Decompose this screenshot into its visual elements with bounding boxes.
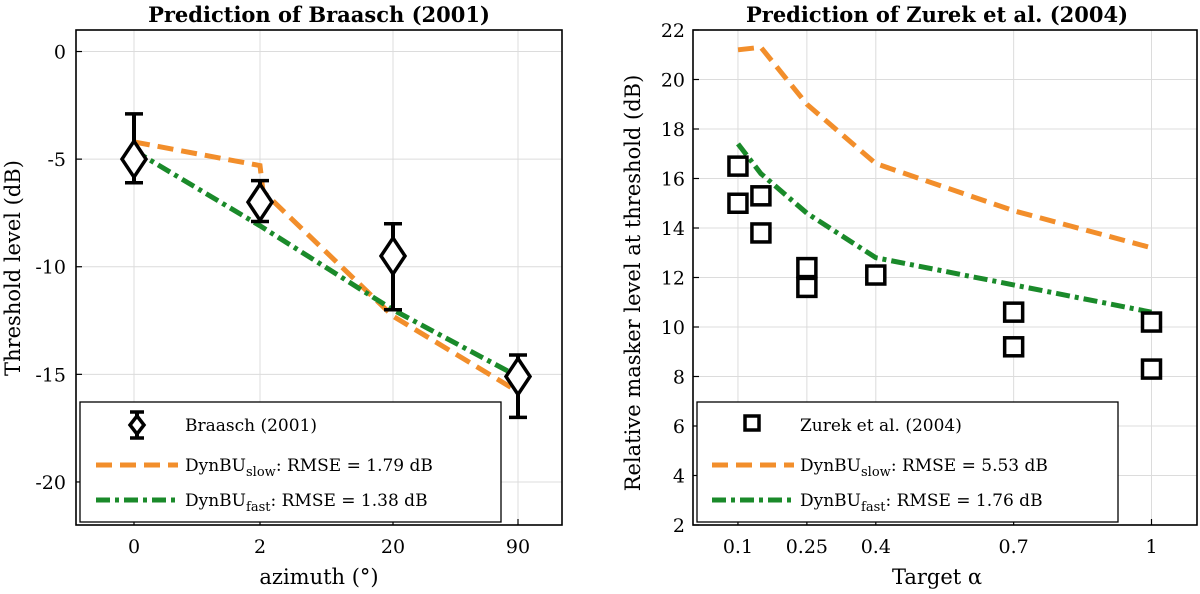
diamond-marker — [378, 234, 408, 278]
square-marker — [796, 276, 818, 299]
tick-label-y-right: 18 — [661, 119, 685, 141]
legend-label-slow-left: DynBUslow: RMSE = 1.79 dB — [185, 456, 433, 480]
square-marker — [865, 264, 887, 286]
tick-label-x-right: 0.25 — [786, 536, 828, 558]
tick-label-y-right: 20 — [661, 70, 685, 92]
diamond-marker — [245, 181, 275, 224]
tick-label-y-right: 22 — [661, 20, 685, 42]
tick-label-y-left: -20 — [35, 472, 66, 494]
series-line-fast-right — [736, 142, 1152, 315]
tick-label-y-right: 16 — [661, 169, 685, 191]
data-point-left — [245, 178, 275, 224]
square-marker — [1002, 336, 1025, 358]
series-line-slow-right — [737, 44, 1153, 251]
axes-frame-right — [692, 29, 1198, 526]
panel-braasch: Prediction of Braasch (2001) 0 -5 -10 -15 -2… — [1, 2, 563, 589]
square-marker — [727, 192, 749, 214]
square-marker — [1140, 311, 1163, 333]
y-axis-label-right: Relative masker level at threshold (dB) — [621, 75, 645, 492]
tick-label-y-right: 14 — [661, 218, 685, 240]
legend-label-slow-right: DynBUslow: RMSE = 5.53 dB — [800, 456, 1048, 480]
data-point-left — [503, 353, 533, 420]
tick-label-y-right: 8 — [673, 367, 685, 389]
x-axis-label-left: azimuth (°) — [259, 565, 378, 589]
tick-label-x-right: 0.4 — [861, 536, 891, 558]
tick-label-y-right: 2 — [673, 515, 685, 537]
square-marker — [750, 185, 772, 207]
legend-label-fast-left: DynBUfast: RMSE = 1.38 dB — [185, 491, 428, 515]
tick-label-y-left: -5 — [47, 149, 66, 171]
tick-label-y-right: 4 — [673, 466, 685, 488]
legend-label-measured-right: Zurek et al. (2004) — [800, 416, 962, 436]
diamond-marker — [119, 137, 149, 181]
square-marker — [796, 256, 818, 279]
data-point-left — [119, 112, 149, 185]
tick-label-x-right: 0.7 — [999, 536, 1029, 558]
legend-left: Braasch (2001) DynBUslow: RMSE = 1.79 dB… — [79, 401, 502, 523]
square-marker — [750, 222, 772, 244]
chart-title-right: Prediction of Zurek et al. (2004) — [746, 2, 1128, 27]
diamond-marker — [503, 355, 533, 398]
tick-label-x-left: 0 — [128, 536, 140, 558]
legend-box-left — [79, 401, 502, 523]
x-axis-label-right: Target α — [892, 565, 982, 589]
tick-label-y-left: -10 — [35, 257, 66, 279]
tick-label-x-left: 20 — [381, 536, 405, 558]
legend-label-fast-right: DynBUfast: RMSE = 1.76 dB — [800, 491, 1043, 515]
legend-box-right — [696, 401, 1119, 523]
tick-label-y-right: 6 — [673, 416, 685, 438]
tick-label-y-left: 0 — [54, 42, 66, 64]
tick-label-x-left: 90 — [506, 536, 530, 558]
data-point-left — [378, 221, 408, 312]
tick-label-y-right: 12 — [661, 268, 685, 290]
square-marker — [1002, 301, 1025, 323]
tick-label-y-right: 10 — [661, 317, 685, 339]
chart-title-left: Prediction of Braasch (2001) — [148, 2, 490, 27]
y-axis-label-left: Threshold level (dB) — [1, 160, 25, 376]
tick-label-x-left: 2 — [254, 536, 266, 558]
axes-frame-left — [75, 29, 563, 526]
legend-marker-diamond — [127, 410, 147, 440]
tick-label-x-right: 0.1 — [723, 536, 753, 558]
legend-right: Zurek et al. (2004) DynBUslow: RMSE = 5.… — [696, 401, 1119, 523]
series-line-fast-left — [132, 148, 520, 379]
legend-label-measured-left: Braasch (2001) — [185, 416, 317, 436]
panel-zurek: Prediction of Zurek et al. (2004) 246810… — [621, 2, 1198, 589]
square-marker — [1140, 358, 1163, 380]
legend-marker-square — [743, 414, 761, 432]
tick-label-x-right: 1 — [1145, 536, 1157, 558]
tick-label-y-left: -15 — [35, 364, 66, 386]
square-marker — [727, 155, 749, 177]
